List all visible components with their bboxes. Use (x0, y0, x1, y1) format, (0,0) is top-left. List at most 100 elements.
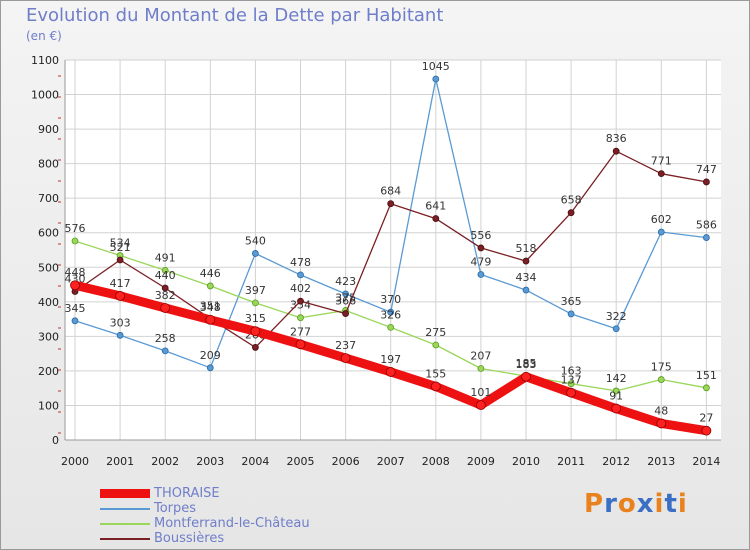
data-label: 163 (561, 365, 582, 378)
data-point (71, 237, 79, 245)
legend-label-boussieres: Boussières (154, 531, 225, 546)
logo-letter: x (636, 489, 655, 519)
data-label: 684 (380, 185, 401, 198)
data-label: 137 (561, 374, 582, 387)
y-tick-label: 800 (38, 158, 59, 171)
data-point (387, 323, 395, 331)
x-tick-label: 2006 (332, 455, 360, 468)
data-point (430, 381, 441, 392)
data-point (206, 364, 214, 372)
data-point (521, 371, 531, 382)
data-label: 446 (200, 267, 221, 280)
legend-swatch-torpes (100, 508, 150, 510)
data-label: 91 (609, 390, 623, 403)
data-label: 365 (561, 295, 582, 308)
x-tick-label: 2012 (602, 455, 630, 468)
data-label: 440 (155, 269, 176, 282)
data-point (477, 244, 485, 252)
data-point (251, 299, 259, 307)
data-label: 658 (561, 194, 582, 207)
logo-letter: t (664, 489, 678, 519)
data-label: 602 (651, 213, 672, 226)
data-label: 197 (380, 353, 401, 366)
data-label: 417 (110, 277, 131, 290)
data-point (701, 425, 712, 436)
data-label: 326 (380, 308, 401, 321)
legend-label-thoraise: THORAISE (154, 486, 220, 501)
logo-letter: P (584, 489, 605, 519)
data-point (522, 286, 530, 294)
data-point (297, 271, 304, 279)
x-tick-label: 2008 (422, 455, 450, 468)
data-point (161, 347, 169, 355)
x-tick-label: 2004 (241, 455, 269, 468)
data-label: 771 (651, 155, 672, 168)
data-label: 366 (335, 295, 356, 308)
data-point (656, 418, 667, 429)
data-label: 142 (606, 372, 627, 385)
y-tick-label: 900 (38, 123, 59, 136)
data-label: 434 (516, 271, 537, 284)
data-label: 521 (110, 241, 131, 254)
y-tick-label: 500 (38, 261, 59, 274)
data-label: 747 (696, 163, 717, 176)
data-label: 370 (380, 293, 401, 306)
data-label: 155 (425, 367, 446, 380)
data-point (295, 339, 306, 350)
data-point (612, 387, 620, 395)
data-point (161, 284, 169, 292)
y-tick-label: 200 (38, 365, 59, 378)
data-point (612, 325, 620, 333)
data-point (297, 297, 304, 305)
data-point (250, 326, 261, 337)
data-label: 586 (696, 219, 717, 232)
data-point (657, 170, 665, 178)
x-tick-label: 2000 (61, 455, 89, 468)
data-point (115, 291, 125, 301)
data-point (251, 250, 259, 257)
legend-swatch-thoraise (100, 489, 150, 498)
x-tick-label: 2005 (287, 455, 315, 468)
x-tick-label: 2003 (196, 455, 224, 468)
data-label: 207 (470, 349, 491, 362)
data-label: 402 (290, 282, 311, 295)
y-tick-label: 1000 (31, 89, 59, 102)
y-tick-label: 0 (52, 434, 59, 447)
data-label: 491 (155, 251, 176, 264)
data-label: 348 (200, 301, 221, 314)
data-point (116, 331, 124, 339)
data-point (703, 178, 710, 186)
y-tick-label: 400 (38, 296, 59, 309)
data-point (432, 215, 440, 222)
data-label: 48 (654, 404, 668, 417)
data-point (703, 234, 710, 241)
legend-label-montferrand: Montferrand-le-Château (154, 516, 310, 531)
data-point (251, 344, 259, 351)
data-label: 1045 (422, 60, 450, 73)
x-tick-label: 2011 (557, 455, 585, 468)
data-label: 534 (110, 237, 131, 250)
data-point (432, 341, 440, 349)
data-label: 448 (65, 266, 86, 279)
data-label: 518 (516, 242, 537, 255)
y-tick-label: 300 (38, 330, 59, 343)
data-point (475, 400, 486, 411)
data-label: 641 (425, 200, 446, 213)
x-tick-label: 2010 (512, 455, 540, 468)
data-label: 27 (699, 412, 713, 425)
data-point (612, 147, 620, 155)
data-point (657, 376, 665, 383)
data-label: 275 (425, 326, 446, 339)
data-point (477, 365, 485, 372)
data-point (387, 200, 395, 208)
data-point (160, 303, 171, 313)
x-tick-label: 2002 (151, 455, 179, 468)
data-point (71, 317, 79, 325)
x-tick-label: 2001 (106, 455, 134, 468)
data-label: 322 (606, 310, 627, 323)
data-point (657, 228, 665, 236)
x-tick-label: 2014 (692, 455, 720, 468)
data-point (205, 314, 216, 325)
data-label: 576 (65, 222, 86, 235)
